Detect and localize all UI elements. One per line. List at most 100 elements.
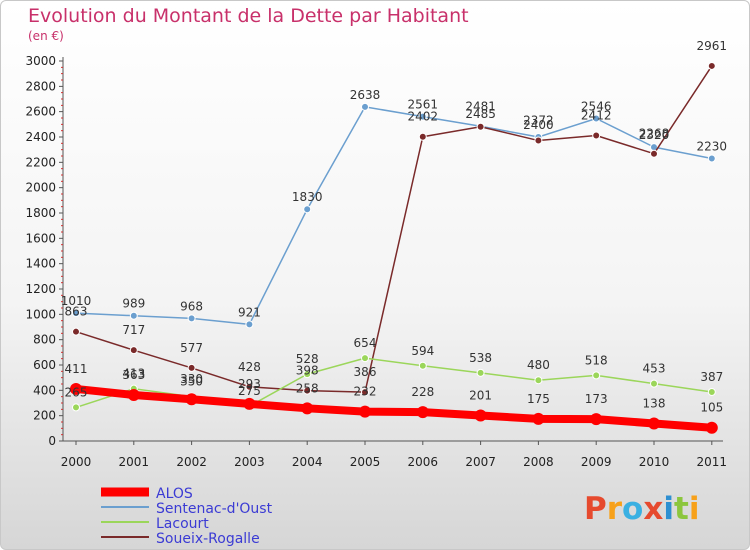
- data-point: [129, 311, 138, 320]
- data-point: [359, 405, 371, 418]
- data-label: 2485: [465, 107, 496, 121]
- data-point: [534, 376, 543, 385]
- data-label: 105: [700, 401, 723, 415]
- data-label: 654: [354, 336, 377, 350]
- y-tick-label: 800: [33, 333, 56, 347]
- data-point: [592, 371, 601, 380]
- y-tick-label: 2200: [25, 155, 56, 169]
- data-label: 228: [411, 385, 434, 399]
- data-point: [303, 370, 312, 379]
- data-label: 1830: [292, 190, 323, 204]
- data-point: [707, 61, 716, 70]
- x-tick-label: 2003: [234, 455, 265, 469]
- data-label: 330: [180, 372, 203, 386]
- logo-letter: o: [622, 491, 643, 527]
- data-point: [361, 354, 369, 363]
- data-point: [474, 409, 487, 422]
- y-tick-label: 600: [33, 358, 56, 372]
- y-tick-label: 2800: [25, 79, 56, 93]
- x-tick-label: 2009: [581, 455, 612, 469]
- legend-label: ALOS: [156, 486, 193, 502]
- y-tick-label: 1800: [25, 206, 56, 220]
- x-tick-label: 2007: [465, 455, 496, 469]
- data-point: [72, 327, 80, 336]
- y-tick-label: 2600: [25, 105, 56, 119]
- unit-label: (en €): [28, 29, 64, 43]
- data-point: [70, 382, 82, 395]
- data-label: 2546: [581, 100, 612, 114]
- data-label: 2402: [408, 110, 439, 124]
- y-tick-label: 1600: [25, 231, 56, 245]
- series-line-soueix-rogalle: [75, 65, 713, 393]
- x-tick-label: 2004: [292, 455, 323, 469]
- data-point: [534, 136, 543, 145]
- data-label: 275: [238, 384, 261, 398]
- data-point: [416, 406, 429, 419]
- y-tick-label: 1000: [25, 307, 56, 321]
- data-label: 2638: [350, 88, 381, 102]
- y-tick-label: 2000: [25, 181, 56, 195]
- data-point: [187, 363, 196, 372]
- series-line-sentenac-d-oust: [75, 106, 713, 326]
- data-label: 1010: [61, 294, 92, 308]
- data-point: [303, 205, 312, 214]
- data-point: [187, 314, 196, 323]
- x-tick-label: 2006: [408, 455, 439, 469]
- x-tick-label: 2005: [350, 455, 381, 469]
- data-label: 413: [122, 367, 145, 381]
- data-label: 480: [527, 358, 550, 372]
- legend-label: Lacourt: [156, 516, 209, 532]
- data-point: [185, 393, 198, 406]
- x-tick-label: 2001: [119, 455, 150, 469]
- data-label: 201: [469, 389, 492, 403]
- data-point: [590, 413, 603, 426]
- y-tick-label: 400: [33, 383, 56, 397]
- data-point: [592, 114, 601, 123]
- data-label: 173: [585, 392, 608, 406]
- y-tick-label: 200: [33, 409, 56, 423]
- x-tick-label: 2010: [639, 455, 670, 469]
- data-point: [418, 132, 427, 141]
- data-point: [245, 320, 254, 329]
- data-point: [648, 417, 660, 430]
- data-label: 258: [296, 381, 319, 395]
- logo-letter: P: [584, 491, 607, 527]
- x-tick-label: 2000: [61, 455, 92, 469]
- data-label: 577: [180, 341, 203, 355]
- x-tick-label: 2008: [523, 455, 554, 469]
- data-point: [476, 368, 485, 377]
- data-label: 2268: [639, 127, 670, 141]
- data-label: 2400: [523, 118, 554, 132]
- data-label: 2230: [697, 140, 728, 154]
- data-point: [361, 102, 369, 111]
- logo-letter: t: [674, 491, 689, 527]
- data-label: 293: [238, 377, 261, 391]
- logo-letter: i: [689, 491, 700, 527]
- data-label: 2561: [408, 98, 439, 112]
- data-point: [650, 379, 658, 388]
- data-label: 175: [527, 392, 550, 406]
- data-label: 594: [411, 344, 434, 358]
- data-point: [592, 131, 601, 140]
- data-point: [532, 412, 545, 425]
- data-label: 528: [296, 352, 319, 366]
- data-point: [705, 421, 718, 434]
- data-label: 2412: [581, 108, 612, 122]
- data-label: 863: [65, 305, 88, 319]
- data-label: 518: [585, 353, 608, 367]
- legend-label: Sentenac-d'Oust: [156, 501, 273, 517]
- data-point: [707, 154, 716, 163]
- data-point: [418, 112, 427, 121]
- data-point: [72, 309, 80, 318]
- data-label: 538: [469, 351, 492, 365]
- data-label: 453: [643, 362, 666, 376]
- data-label: 386: [354, 365, 377, 379]
- data-label: 2372: [523, 114, 554, 128]
- chart-title: Evolution du Montant de la Dette par Hab…: [28, 5, 469, 27]
- logo-letter: i: [663, 491, 674, 527]
- data-label: 387: [700, 370, 723, 384]
- y-tick-label: 3000: [25, 54, 56, 68]
- data-point: [361, 388, 369, 397]
